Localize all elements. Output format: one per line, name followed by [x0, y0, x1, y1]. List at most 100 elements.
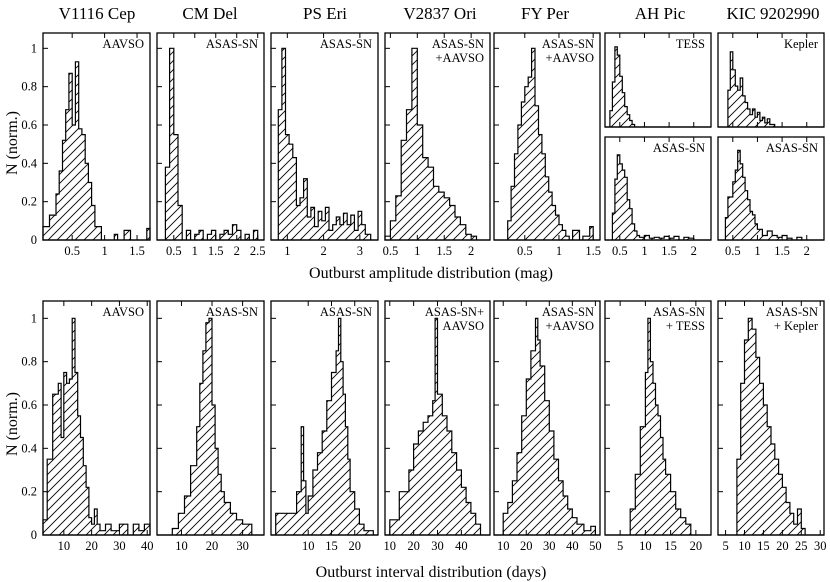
- v1116-cep-interval-ytick-label: 0: [31, 528, 37, 542]
- v1116-cep-interval-xtick-label: 20: [85, 539, 98, 553]
- v2837-ori-interval-panel: 10 20 30 40 ASAS-SN+AAVSO: [384, 300, 491, 553]
- fy-per-interval-source-annotation: +AAVSO: [546, 319, 595, 333]
- kic-9202990-amplitude-bottom-histogram-bars: [718, 149, 824, 241]
- v1116-cep-interval-histogram-bars: [42, 317, 151, 536]
- v1116-cep-interval-source-annotation: AAVSO: [103, 305, 144, 319]
- cm-del-interval-xtick-label: 10: [175, 539, 188, 553]
- v1116-cep-interval-xtick-label: 30: [113, 539, 126, 553]
- ps-eri-interval-xtick-label: 15: [325, 539, 338, 553]
- v2837-ori-interval-source-annotation: AAVSO: [443, 319, 484, 333]
- ah-pic-interval-histogram-bars: [605, 317, 711, 536]
- kic-9202990-interval-panel: 5 10 15 20 25 30 ASAS-SN+ Kepler: [717, 300, 827, 553]
- ps-eri-interval-xtick-label: 20: [348, 539, 361, 553]
- column-title-fy-per: FY Per: [521, 4, 569, 23]
- ah-pic-amplitude-bottom-xtick-label: 2: [691, 244, 697, 258]
- ah-pic-amplitude-bottom-frame: [604, 136, 712, 241]
- v1116-cep-amplitude-ytick-label: 0.2: [21, 195, 37, 209]
- fy-per-interval-xtick-label: 20: [520, 539, 533, 553]
- cm-del-amplitude-xtick-label: 1: [192, 244, 198, 258]
- ah-pic-amplitude-top-panel: TESS: [604, 32, 712, 128]
- kic-9202990-amplitude-top-panel: Kepler: [717, 32, 825, 128]
- ps-eri-amplitude-histogram-bars: [271, 47, 378, 241]
- ah-pic-amplitude-bottom-xtick-label: 1: [641, 244, 647, 258]
- ps-eri-interval-histogram-bars: [271, 317, 378, 536]
- ps-eri-interval-source-annotation: ASAS-SN: [320, 305, 372, 319]
- kic-9202990-amplitude-bottom-xtick-label: 0.5: [725, 244, 741, 258]
- kic-9202990-amplitude-bottom-xtick-label: 2: [804, 244, 810, 258]
- column-title-v2837-ori: V2837 Ori: [403, 4, 476, 23]
- ah-pic-amplitude-top-histogram-bars: [605, 46, 711, 128]
- interval-y-axis-label: N (norm.): [4, 392, 21, 456]
- cm-del-interval-panel: 10 20 30 ASAS-SN: [156, 300, 265, 553]
- v2837-ori-interval-xtick-label: 10: [384, 539, 397, 553]
- v1116-cep-amplitude-ytick-label: 0.8: [21, 80, 37, 94]
- fy-per-interval-panel: 10 20 30 40 50 ASAS-SN+AAVSO: [493, 300, 602, 553]
- cm-del-interval-histogram-bars: [157, 317, 264, 536]
- kic-9202990-interval-xtick-label: 30: [814, 539, 827, 553]
- v2837-ori-amplitude-xtick-label: 2: [468, 244, 474, 258]
- column-title-v1116-cep: V1116 Cep: [59, 4, 136, 23]
- cm-del-interval-xtick-label: 20: [206, 539, 219, 553]
- ps-eri-amplitude-source-annotation: ASAS-SN: [320, 37, 372, 51]
- v2837-ori-amplitude-xtick-label: 0.5: [383, 244, 399, 258]
- v1116-cep-amplitude-histogram-bars: [42, 61, 151, 241]
- v1116-cep-amplitude-panel: 0.5 1 1.5 0 0.2 0.4 0.6 0.8 1 AAVSO: [21, 32, 151, 258]
- amplitude-x-axis-label: Outburst amplitude distribution (mag): [309, 265, 553, 282]
- v1116-cep-interval-ytick-label: 0.8: [21, 355, 37, 369]
- ps-eri-amplitude-xtick-label: 1: [284, 244, 290, 258]
- ah-pic-amplitude-top-source-annotation: TESS: [676, 37, 705, 51]
- kic-9202990-interval-xtick-label: 5: [722, 539, 728, 553]
- fy-per-interval-histogram-bars: [494, 317, 600, 536]
- ah-pic-interval-source-annotation: + TESS: [666, 319, 705, 333]
- v1116-cep-amplitude-xtick-label: 1: [101, 244, 107, 258]
- v1116-cep-interval-ytick-label: 0.6: [21, 398, 37, 412]
- v2837-ori-interval-xtick-label: 30: [431, 539, 444, 553]
- fy-per-amplitude-source-annotation: ASAS-SN: [542, 37, 594, 51]
- v2837-ori-amplitude-histogram-bars: [384, 47, 490, 241]
- v2837-ori-interval-histogram-bars: [385, 317, 490, 536]
- fy-per-amplitude-panel: 0.5 1 1.5 ASAS-SN+AAVSO: [493, 32, 601, 258]
- ah-pic-interval-source-annotation: ASAS-SN: [653, 305, 705, 319]
- ps-eri-interval-frame: [270, 300, 379, 536]
- column-titles: V1116 Cep CM Del PS Eri V2837 Ori FY Per…: [59, 4, 820, 23]
- kic-9202990-amplitude-top-histogram-bars: [718, 51, 824, 128]
- v2837-ori-interval-xtick-label: 20: [407, 539, 420, 553]
- kic-9202990-interval-source-annotation: ASAS-SN: [766, 305, 818, 319]
- v1116-cep-amplitude-ytick-label: 1: [31, 41, 37, 55]
- cm-del-amplitude-panel: 0.5 1 1.5 2 2.5 ASAS-SN: [156, 32, 266, 258]
- ps-eri-amplitude-panel: 1 2 3 ASAS-SN: [270, 32, 379, 258]
- v2837-ori-amplitude-source-annotation: ASAS-SN: [432, 37, 484, 51]
- kic-9202990-interval-frame: [717, 300, 825, 536]
- cm-del-amplitude-frame: [156, 32, 265, 241]
- histogram-panels: 0.5 1 1.5 0 0.2 0.4 0.6 0.8 1 AAVSO 0.5 1 1.5 2 2.5 ASA…: [21, 32, 827, 553]
- kic-9202990-amplitude-bottom-panel: 0.5 1 1.5 2 ASAS-SN: [717, 136, 825, 258]
- v1116-cep-amplitude-xtick-label: 1.5: [129, 244, 145, 258]
- ah-pic-interval-xtick-label: 15: [664, 539, 677, 553]
- kic-9202990-amplitude-bottom-source-annotation: ASAS-SN: [766, 141, 818, 155]
- fy-per-interval-frame: [493, 300, 601, 536]
- v2837-ori-amplitude-xtick-label: 1.5: [436, 244, 452, 258]
- ps-eri-interval-panel: 10 15 20 ASAS-SN: [270, 300, 379, 553]
- ah-pic-amplitude-bottom-histogram-bars: [605, 154, 711, 241]
- amplitude-y-axis-label: N (norm.): [4, 111, 21, 175]
- v1116-cep-interval-ytick-label: 1: [31, 311, 37, 325]
- column-title-ah-pic: AH Pic: [635, 4, 686, 23]
- ah-pic-interval-xtick-label: 10: [639, 539, 652, 553]
- kic-9202990-interval-xtick-label: 20: [776, 539, 789, 553]
- v1116-cep-interval-xtick-label: 10: [58, 539, 71, 553]
- fy-per-amplitude-histogram-bars: [494, 47, 600, 241]
- ah-pic-interval-frame: [604, 300, 712, 536]
- v1116-cep-interval-ytick-label: 0.2: [21, 485, 37, 499]
- v2837-ori-interval-source-annotation: ASAS-SN+: [425, 305, 484, 319]
- fy-per-amplitude-xtick-label: 0.5: [517, 244, 533, 258]
- ps-eri-amplitude-frame: [270, 32, 379, 241]
- kic-9202990-interval-xtick-label: 25: [795, 539, 808, 553]
- fy-per-amplitude-frame: [493, 32, 601, 241]
- fy-per-interval-xtick-label: 40: [566, 539, 579, 553]
- fy-per-interval-xtick-label: 50: [589, 539, 602, 553]
- v2837-ori-amplitude-source-annotation: +AAVSO: [436, 51, 485, 65]
- cm-del-amplitude-histogram-bars: [157, 47, 264, 241]
- kic-9202990-interval-histogram-bars: [718, 317, 824, 536]
- cm-del-interval-source-annotation: ASAS-SN: [206, 305, 258, 319]
